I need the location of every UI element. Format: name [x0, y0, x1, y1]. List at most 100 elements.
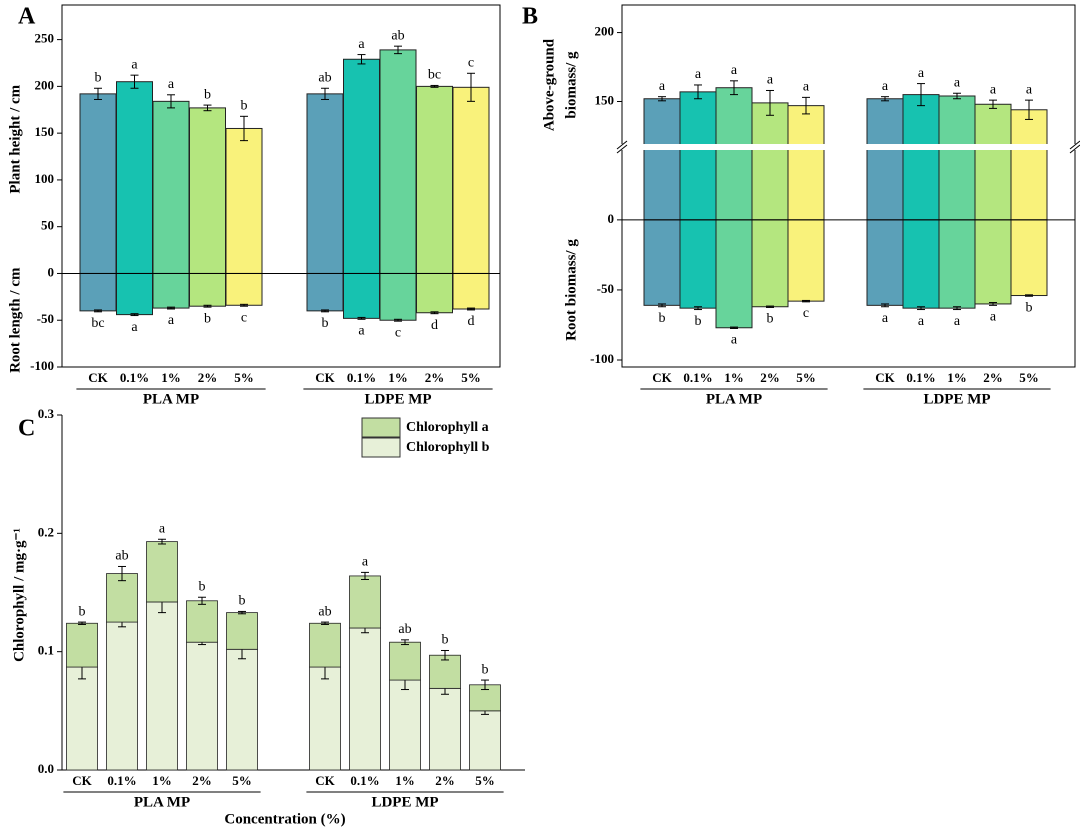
legend-swatch	[361, 437, 401, 458]
bar-segment	[349, 627, 381, 771]
bar-segment	[429, 654, 461, 689]
bar-segment	[429, 687, 461, 771]
significance-letter: a	[695, 67, 702, 82]
significance-letter: b	[482, 662, 489, 677]
bar-segment	[389, 641, 421, 681]
bar-segment	[469, 710, 501, 771]
axis-title: Chlorophyll / mg·g⁻¹	[11, 528, 27, 662]
bar	[116, 81, 153, 274]
significance-letter: b	[442, 633, 449, 648]
bar-segment	[226, 648, 258, 771]
bar	[1010, 109, 1048, 221]
bar	[715, 87, 753, 221]
bar	[79, 272, 117, 312]
significance-letter: a	[168, 313, 175, 328]
significance-letter: ab	[115, 549, 128, 564]
y-tick-label: 250	[35, 31, 55, 46]
bar	[306, 272, 344, 312]
significance-letter: a	[659, 79, 666, 94]
group-label: LDPE MP	[371, 794, 438, 810]
significance-letter: a	[358, 37, 365, 52]
bar	[343, 58, 380, 274]
bar	[866, 98, 904, 221]
bar	[974, 103, 1012, 221]
bar	[416, 85, 453, 274]
group-label: PLA MP	[134, 794, 190, 810]
bar	[679, 91, 717, 221]
x-tick-label: 1%	[947, 370, 967, 385]
bar-segment	[66, 666, 98, 771]
significance-letter: a	[358, 324, 365, 339]
x-tick-label: CK	[88, 370, 108, 385]
significance-letter: a	[918, 314, 925, 329]
significance-letter: a	[1026, 82, 1033, 97]
bar-segment	[146, 601, 178, 771]
significance-letter: a	[767, 73, 774, 88]
bar	[452, 272, 490, 310]
significance-letter: bc	[91, 316, 104, 331]
bar	[379, 49, 417, 274]
x-tick-label: 2%	[198, 370, 218, 385]
legend-swatch	[361, 417, 401, 438]
x-tick-label: 5%	[461, 370, 481, 385]
panel-label: B	[522, 4, 538, 30]
significance-letter: ab	[398, 622, 411, 637]
break-mark	[616, 140, 628, 150]
significance-letter: a	[882, 311, 889, 326]
significance-letter: c	[803, 306, 809, 321]
significance-letter: b	[659, 311, 666, 326]
bar	[974, 219, 1012, 305]
bar-segment	[309, 622, 341, 668]
y-tick-label: 200	[35, 77, 55, 92]
plot-frame	[621, 4, 1076, 368]
bar	[225, 272, 263, 306]
significance-letter: c	[241, 310, 247, 325]
y-tick-label: 100	[35, 171, 55, 186]
x-tick-label: 1%	[152, 773, 172, 788]
bar	[416, 272, 453, 314]
significance-letter: b	[199, 579, 206, 594]
bar-segment	[309, 666, 341, 771]
significance-letter: a	[954, 314, 961, 329]
bar-segment	[389, 679, 421, 771]
significance-letter: b	[695, 314, 702, 329]
x-tick-label: 2%	[435, 773, 455, 788]
x-tick-label: 1%	[724, 370, 744, 385]
significance-letter: b	[204, 87, 211, 102]
x-tick-label: 2%	[983, 370, 1003, 385]
bar	[938, 219, 976, 309]
significance-letter: b	[79, 604, 86, 619]
bar	[225, 127, 263, 274]
bar	[751, 219, 789, 308]
y-tick-label: 0	[48, 264, 55, 279]
bar	[152, 272, 190, 309]
significance-letter: b	[767, 312, 774, 327]
bar	[902, 219, 940, 309]
y-tick-label: -100	[30, 358, 54, 373]
panel-label: A	[18, 4, 36, 30]
significance-letter: b	[95, 70, 102, 85]
bar	[189, 272, 226, 307]
significance-letter: a	[882, 79, 889, 94]
y-tick-label: 0.3	[38, 406, 55, 421]
x-tick-label: 1%	[395, 773, 415, 788]
x-tick-label: 0.1%	[347, 370, 376, 385]
bar	[715, 219, 753, 329]
bar-segment	[226, 612, 258, 650]
x-tick-label: 1%	[388, 370, 408, 385]
break-mark	[1069, 140, 1080, 150]
bar	[679, 219, 717, 309]
x-tick-label: 2%	[760, 370, 780, 385]
significance-letter: a	[803, 80, 810, 95]
significance-letter: a	[362, 555, 369, 570]
x-tick-label: 0.1%	[120, 370, 149, 385]
legend-label: Chlorophyll b	[406, 440, 490, 455]
plot-frame	[61, 4, 501, 368]
significance-letter: a	[990, 82, 997, 97]
significance-letter: ab	[391, 28, 404, 43]
bar-segment	[349, 575, 381, 629]
y-tick-label: 0.1	[38, 643, 54, 658]
bar-segment	[106, 621, 138, 771]
axis-title: Root length / cm	[7, 267, 23, 373]
bar	[938, 95, 976, 221]
